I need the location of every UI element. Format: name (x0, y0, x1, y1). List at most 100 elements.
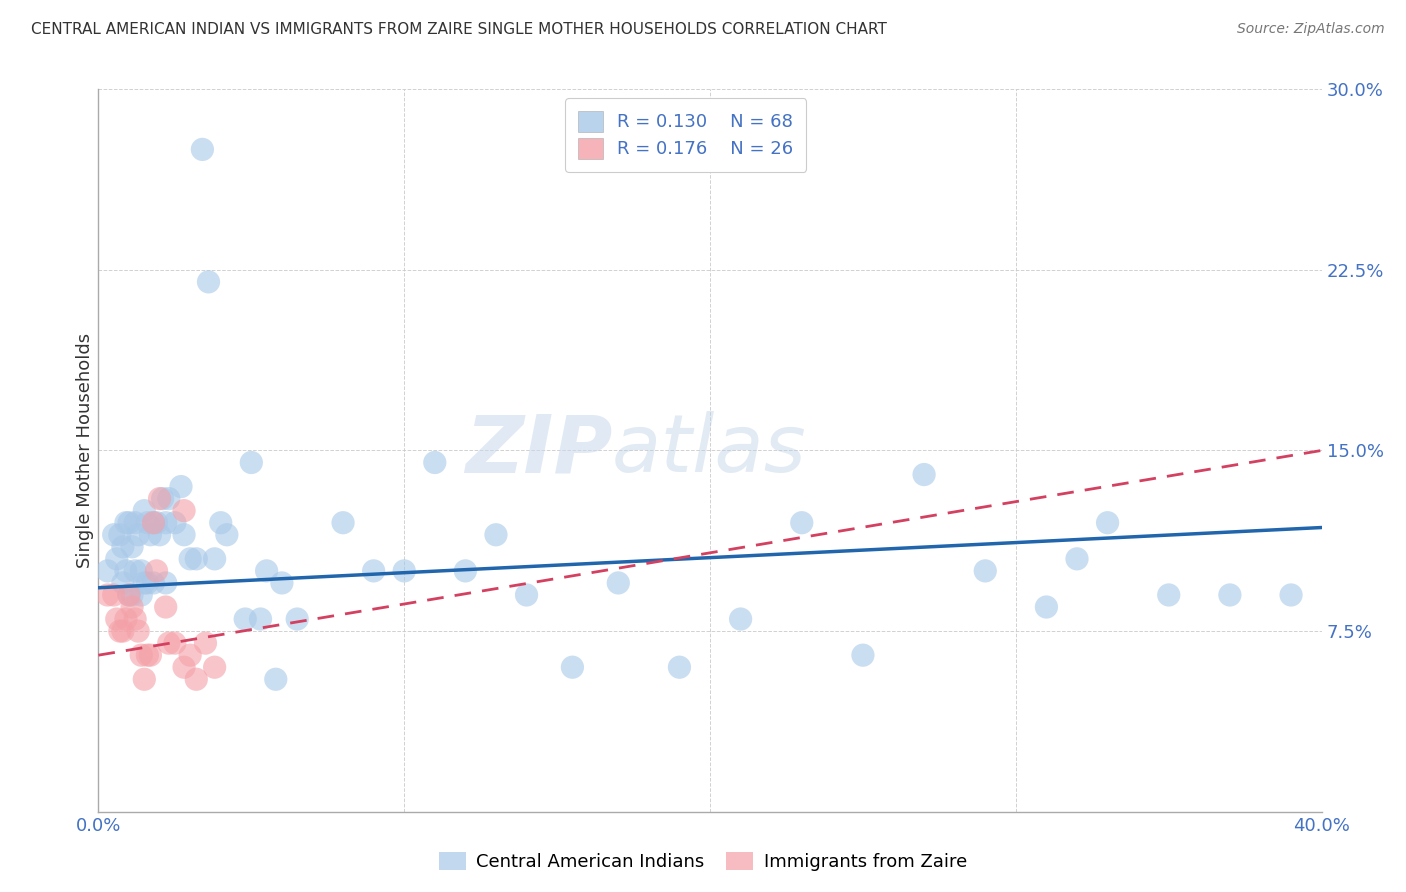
Point (157, 491, 180, 506)
Point (118, 588, 141, 602)
Point (121, 599, 143, 614)
Point (790, 516, 813, 530)
Point (1066, 551, 1088, 566)
Y-axis label: Single Mother Households: Single Mother Households (76, 333, 94, 568)
Point (173, 503, 195, 517)
Point (454, 564, 477, 578)
Point (121, 540, 143, 554)
Point (115, 516, 138, 530)
Point (204, 660, 226, 674)
Legend: R = 0.130    N = 68, R = 0.176    N = 26: R = 0.130 N = 68, R = 0.176 N = 26 (565, 98, 806, 171)
Point (249, 612, 271, 626)
Point (285, 612, 308, 626)
Point (209, 516, 232, 530)
Point (142, 516, 165, 530)
Text: CENTRAL AMERICAN INDIAN VS IMMIGRANTS FROM ZAIRE SINGLE MOTHER HOUSEHOLDS CORREL: CENTRAL AMERICAN INDIAN VS IMMIGRANTS FR… (31, 22, 887, 37)
Point (561, 660, 583, 674)
Point (1035, 599, 1057, 614)
Point (149, 527, 172, 541)
Point (170, 480, 193, 494)
Point (270, 576, 292, 591)
Point (124, 564, 146, 578)
Point (155, 599, 177, 614)
Point (363, 564, 385, 578)
Point (105, 551, 128, 566)
Point (97, 564, 120, 578)
Point (152, 491, 174, 506)
Point (142, 516, 165, 530)
Point (134, 673, 156, 687)
Point (115, 564, 138, 578)
Point (124, 516, 146, 530)
Point (111, 576, 134, 591)
Point (155, 576, 177, 591)
Point (186, 551, 208, 566)
Point (1219, 588, 1241, 602)
Point (127, 624, 149, 639)
Point (136, 576, 159, 591)
Text: ZIP: ZIP (465, 411, 612, 490)
Point (108, 527, 131, 541)
Point (1157, 588, 1180, 602)
Point (145, 516, 167, 530)
Point (142, 576, 165, 591)
Point (115, 612, 138, 626)
Point (423, 455, 446, 469)
Point (129, 588, 152, 602)
Point (256, 564, 278, 578)
Point (105, 612, 128, 626)
Text: Source: ZipAtlas.com: Source: ZipAtlas.com (1237, 22, 1385, 37)
Point (118, 516, 141, 530)
Point (118, 588, 141, 602)
Point (111, 540, 134, 554)
Point (1279, 588, 1302, 602)
Point (121, 588, 143, 602)
Point (191, 142, 214, 156)
Point (139, 527, 162, 541)
Point (124, 612, 146, 626)
Point (730, 612, 752, 626)
Point (139, 648, 162, 662)
Point (392, 564, 416, 578)
Point (197, 275, 219, 289)
Point (145, 564, 167, 578)
Point (668, 660, 690, 674)
Point (103, 588, 125, 602)
Point (204, 551, 226, 566)
Point (233, 612, 256, 626)
Point (485, 527, 508, 541)
Point (136, 516, 159, 530)
Point (149, 491, 172, 506)
Point (129, 564, 152, 578)
Point (129, 648, 152, 662)
Point (157, 636, 180, 650)
Text: atlas: atlas (612, 411, 807, 490)
Point (136, 648, 159, 662)
Point (127, 527, 149, 541)
Point (163, 636, 186, 650)
Point (111, 624, 134, 639)
Point (186, 673, 208, 687)
Point (108, 624, 131, 639)
Point (852, 648, 875, 662)
Point (332, 516, 354, 530)
Legend: Central American Indians, Immigrants from Zaire: Central American Indians, Immigrants fro… (432, 845, 974, 879)
Point (103, 527, 125, 541)
Point (240, 455, 263, 469)
Point (179, 551, 201, 566)
Point (134, 503, 156, 517)
Point (173, 660, 195, 674)
Point (264, 673, 287, 687)
Point (163, 516, 186, 530)
Point (1097, 516, 1119, 530)
Point (155, 516, 177, 530)
Point (97, 588, 120, 602)
Point (974, 564, 997, 578)
Point (179, 648, 201, 662)
Point (516, 588, 538, 602)
Point (607, 576, 630, 591)
Point (194, 636, 217, 650)
Point (912, 467, 935, 482)
Point (173, 527, 195, 541)
Point (134, 576, 156, 591)
